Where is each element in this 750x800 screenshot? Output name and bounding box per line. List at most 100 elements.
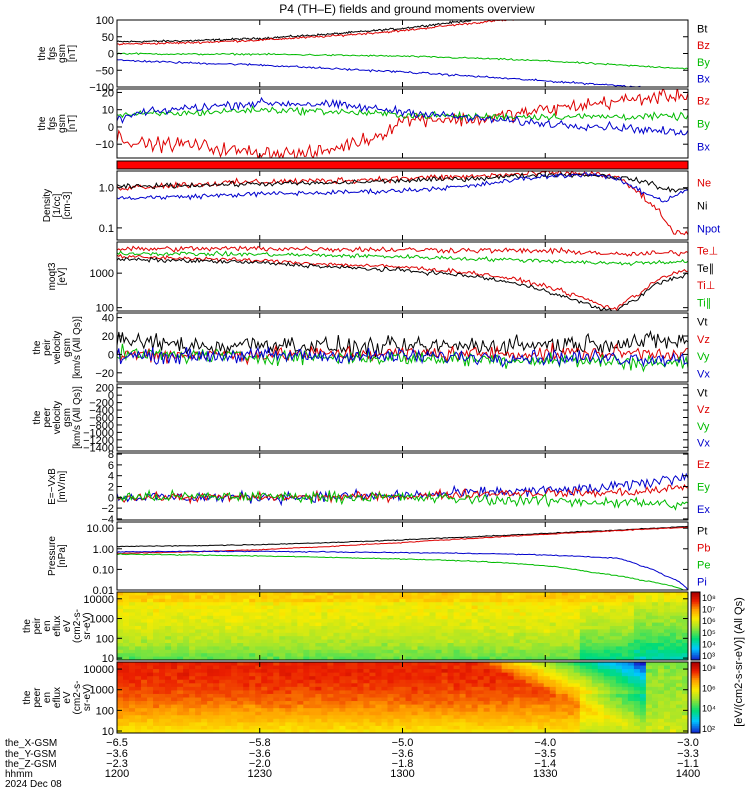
y-tick-label: 20 (102, 88, 114, 100)
x-tick-value: −6.5 (106, 737, 128, 749)
x-tick-value: −4.0 (534, 737, 556, 749)
legend-entry: By (697, 57, 710, 69)
y-tick-label: −600 (89, 413, 114, 425)
legend-entry: Ne (697, 178, 711, 190)
y-tick-label: −20 (95, 368, 114, 380)
y-tick-label: 4 (108, 471, 114, 483)
y-axis-label: [mV/m] (57, 470, 68, 502)
panel-1: 20 10 0 −10 the fgs gsm [nT] Bz By Bx (37, 88, 710, 159)
x-tick-value: −5.8 (249, 737, 271, 749)
legend-entry: Pi (697, 577, 707, 589)
y-tick-label: 10 (102, 653, 114, 665)
series-Ne (117, 171, 688, 236)
y-axis-label: [nT] (67, 115, 78, 132)
legend-entry: Ey (697, 482, 710, 494)
legend-entry: Vy (697, 351, 710, 363)
y-tick-label: 0 (108, 49, 114, 61)
legend-entry: Vz (697, 404, 710, 416)
legend-entry: Vt (697, 317, 707, 329)
x-tick-value: 1400 (676, 768, 700, 780)
y-tick-label: 8 (108, 449, 114, 461)
legend-entry: Ex (697, 504, 710, 516)
series-Npot (117, 172, 688, 203)
y-axis-label: peir (32, 617, 43, 634)
y-tick-label: −1200 (83, 435, 114, 447)
y-axis-label: peir (42, 338, 53, 355)
panel-8: 10.00 1.00 0.10 0.01 Pressure [nPa] Pt Pb Pe Pi (47, 521, 710, 597)
x-tick-value: 1200 (105, 768, 129, 780)
legend-entry: Bt (697, 23, 707, 35)
y-axis-label: (cm2-s- (72, 681, 83, 715)
series-Pe (117, 553, 685, 590)
y-axis-label: gsm (62, 338, 73, 357)
y-tick-label: −1400 (83, 442, 114, 454)
x-tick-value: 1300 (390, 768, 414, 780)
y-axis-label: E=−VxB (47, 468, 58, 505)
y-axis-label: eV (62, 620, 73, 633)
x-tick-value: −3.5 (534, 748, 556, 760)
legend-entry: Pb (697, 543, 710, 555)
y-axis-label: fgs (47, 117, 58, 130)
y-tick-label: 100 (96, 705, 114, 717)
y-axis-label: the (37, 116, 48, 130)
y-tick-label: 40 (102, 313, 114, 325)
series-Vz (117, 342, 688, 366)
y-tick-label: 6 (108, 460, 114, 472)
y-axis-label: Density (42, 189, 53, 222)
colorbar-tick-label: 10⁶ (702, 616, 716, 626)
figure-title: P4 (TH–E) fields and ground moments over… (279, 2, 535, 16)
spectrogram (117, 592, 688, 660)
colorbar-tick-label: 10³ (702, 651, 715, 661)
legend-entry: Npot (697, 224, 720, 236)
date-label: 2024 Dec 08 (5, 779, 62, 790)
colorbar-tick-label: 10⁴ (702, 639, 716, 649)
panel-5: 40 20 0 −20 the peir velocity gsm [km/s (All Qs)… (32, 312, 710, 383)
y-tick-label: 50 (102, 32, 114, 44)
colorbar-tick-label: 10⁵ (702, 628, 716, 638)
x-tick-value: −3.3 (677, 748, 699, 760)
series-Ey (117, 488, 688, 511)
y-axis-label: en (42, 620, 53, 631)
y-tick-label: 0.10 (93, 564, 114, 576)
colorbar-1: 10⁸ 10⁶ 10⁴ 10² (690, 661, 716, 734)
y-tick-label: 1.00 (93, 544, 114, 556)
y-axis-label: [1/cc] (52, 193, 63, 217)
legend-entry: Vz (697, 334, 710, 346)
series-Bz (117, 89, 688, 158)
panel-frame (116, 170, 689, 241)
y-axis-label: eflux (52, 687, 63, 708)
x-axis-row-label: hhmm (5, 769, 33, 780)
y-tick-label: −10 (95, 139, 114, 151)
legend-entry: Vx (697, 368, 710, 380)
series-Ti⊥ (117, 245, 688, 257)
y-tick-label: 1000 (90, 685, 114, 697)
x-tick-value: −2.3 (106, 758, 128, 770)
y-axis-label: sr-eV) (82, 684, 93, 711)
y-tick-label: 100 (96, 633, 114, 645)
x-tick-value: −3.0 (677, 737, 699, 749)
y-axis-label: velocity (52, 401, 63, 434)
y-axis-label: peer (32, 687, 43, 708)
legend-entry: Pe (697, 560, 710, 572)
y-axis-label: the (32, 340, 43, 354)
y-axis-label: [nT] (67, 45, 78, 62)
y-tick-label: 1000 (90, 268, 114, 280)
x-axis-row-label: the_Z-GSM (5, 759, 57, 770)
series-Te⊥ (117, 253, 688, 311)
legend-entry: Te⊥ (697, 246, 718, 258)
y-axis-label: fgs (47, 47, 58, 60)
y-tick-label: 10 (102, 105, 114, 117)
y-tick-label: 10000 (83, 594, 114, 606)
y-axis-label: moqt3 (47, 262, 58, 290)
y-tick-label: 0.01 (93, 585, 114, 597)
colorbar-tick-label: 10⁸ (702, 593, 716, 603)
y-tick-label: −2 (101, 503, 114, 515)
series-Vx (117, 346, 688, 368)
panel-0: 100 50 0 −50 −100 the fgs gsm [nT] Bt Bz By Bx (37, 15, 710, 94)
series-Ti∥ (117, 250, 688, 267)
legend-entry: Ti∥ (697, 297, 711, 309)
series-Te∥ (117, 256, 688, 311)
